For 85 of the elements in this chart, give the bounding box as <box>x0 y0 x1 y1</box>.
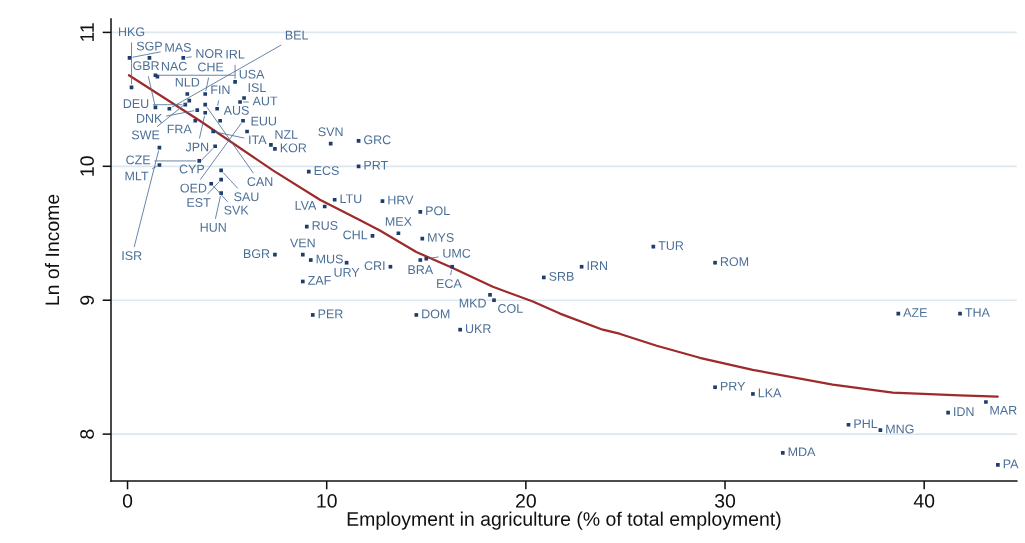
annotation: BRA <box>408 265 434 274</box>
annotation: FIN <box>211 85 230 95</box>
annotation: COL <box>498 304 523 313</box>
annotation: FRA <box>167 124 192 134</box>
annotation: IRL <box>226 49 245 59</box>
annotation: MAR <box>990 405 1017 415</box>
annotation: IDN <box>954 407 974 416</box>
annotation: MEX <box>385 217 412 226</box>
annotation: SWE <box>131 130 160 140</box>
x-tick-label: 10 <box>317 494 337 508</box>
annotation: AUS <box>223 105 249 115</box>
y-tick-label: 9 <box>80 295 94 305</box>
annotation: OED <box>180 183 207 193</box>
annotation: BEL <box>285 30 309 40</box>
annotation: UMC <box>443 248 471 258</box>
annotation: CZE <box>126 155 151 165</box>
annotation: NOR <box>196 49 223 58</box>
annotation: MUS <box>316 254 343 264</box>
annotation: ECA <box>437 279 462 288</box>
annotation: DOM <box>422 309 450 319</box>
annotation: URY <box>334 268 360 277</box>
annotation: LVA <box>295 201 317 210</box>
annotation: EST <box>187 198 211 207</box>
annotation: PA <box>1003 459 1019 469</box>
annotation: MKD <box>459 298 486 308</box>
annotation: SRB <box>549 271 574 281</box>
annotation: IRN <box>587 261 607 270</box>
annotation: SVN <box>318 127 343 137</box>
annotation: NZL <box>275 130 298 139</box>
x-tick-label: 30 <box>714 494 736 508</box>
annotation: NAC <box>161 61 187 71</box>
annotation: USA <box>239 69 265 79</box>
annotation: CRI <box>364 261 385 271</box>
annotation: CHL <box>343 230 368 240</box>
annotation: PRY <box>720 381 746 391</box>
x-axis-title: Employment in agriculture (% of total employment) <box>347 511 781 530</box>
annotation: SAU <box>234 192 259 202</box>
annotation: PHL <box>854 419 878 428</box>
annotation: LKA <box>758 388 782 398</box>
x-tick-label: 40 <box>913 494 935 508</box>
annotation: ISR <box>122 251 142 261</box>
annotation: NLD <box>175 77 200 87</box>
annotation: BGR <box>243 249 270 259</box>
annotation: RUS <box>312 221 338 230</box>
y-tick-label: 10 <box>80 156 94 176</box>
annotation: LTU <box>340 194 362 204</box>
annotation: TUR <box>658 241 684 250</box>
y-tick-label: 8 <box>80 429 94 439</box>
annotation: ITA <box>249 135 267 145</box>
y-tick-label: 11 <box>80 23 94 42</box>
x-tick-label: 0 <box>122 494 133 508</box>
annotation: HKG <box>119 27 145 37</box>
annotation: ECS <box>314 166 339 176</box>
annotation: GBR <box>133 61 160 71</box>
annotation: MAS <box>165 43 191 52</box>
annotation: MNG <box>886 424 914 434</box>
annotation: PRT <box>364 160 388 170</box>
annotation: KOR <box>280 143 307 153</box>
annotation: ZAF <box>308 276 331 285</box>
annotation: ROM <box>720 257 749 267</box>
annotation: HRV <box>388 195 414 205</box>
annotation: SGP <box>136 41 162 51</box>
annotation: GRC <box>364 135 391 145</box>
annotation: AZE <box>903 308 927 317</box>
annotation: CYP <box>179 164 205 174</box>
annotation: CAN <box>247 177 273 187</box>
annotation: SVK <box>224 205 249 215</box>
annotation: JPN <box>185 142 209 152</box>
annotation: UKR <box>465 324 491 334</box>
annotation: VEN <box>290 238 315 248</box>
annotation: THA <box>965 308 990 317</box>
annotation: MDA <box>788 447 816 457</box>
annotation: AUT <box>252 96 278 106</box>
annotation: MLT <box>125 171 149 181</box>
x-tick-label: 20 <box>516 494 536 508</box>
annotation: DEU <box>123 99 149 109</box>
annotation: DNK <box>137 114 163 123</box>
annotation: POL <box>426 206 450 216</box>
y-axis-title: Ln of Income <box>44 194 60 305</box>
annotation: HUN <box>200 223 226 232</box>
annotation: PER <box>318 309 343 319</box>
annotation: MYS <box>428 233 454 242</box>
annotation: ISL <box>248 83 266 93</box>
annotation: EUU <box>251 116 276 126</box>
annotation: CHE <box>198 62 224 72</box>
